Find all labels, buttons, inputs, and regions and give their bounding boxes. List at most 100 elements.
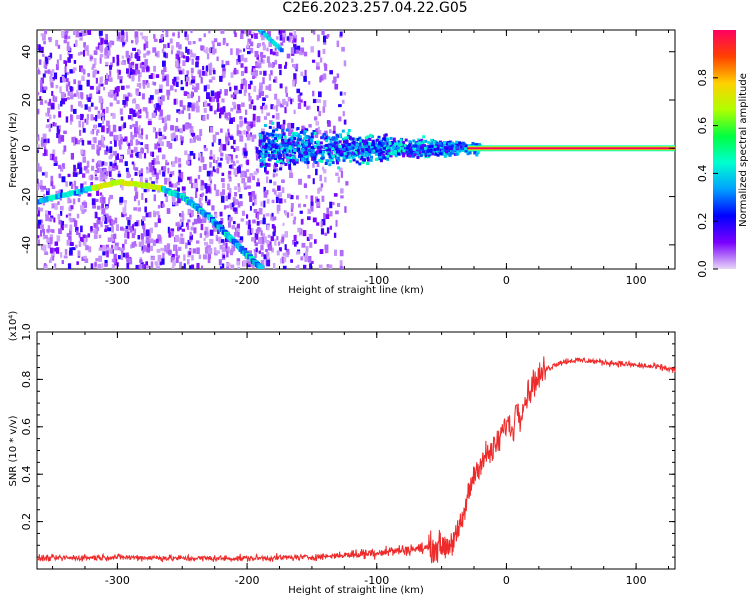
heatmap-cell	[331, 147, 334, 151]
heatmap-cell	[374, 158, 378, 161]
heatmap-cell	[339, 91, 343, 96]
heatmap-cell	[246, 125, 251, 132]
heatmap-cell	[237, 109, 242, 114]
heatmap-cell	[252, 75, 255, 79]
colorbar-gradient	[713, 30, 736, 269]
heatmap-cell	[286, 212, 290, 218]
heatmap-cell	[253, 195, 257, 201]
heatmap-cell	[271, 63, 274, 69]
heatmap-cell	[202, 45, 206, 52]
heatmap-cell	[300, 142, 304, 146]
heatmap-cell	[108, 155, 112, 160]
heatmap-cell	[238, 49, 242, 53]
heatmap-cell	[222, 189, 225, 195]
heatmap-cell	[168, 231, 172, 238]
heatmap-cell	[262, 164, 266, 168]
heatmap-cell	[301, 125, 305, 132]
heatmap-cell	[268, 141, 272, 145]
heatmap-cell	[377, 145, 381, 149]
heatmap-cell	[390, 143, 393, 147]
heatmap-cell	[165, 196, 169, 203]
heatmap-cell	[331, 161, 335, 165]
heatmap-cell	[136, 151, 141, 158]
heatmap-cell	[348, 155, 352, 159]
heatmap-cell	[135, 121, 138, 127]
heatmap-cell	[296, 127, 300, 130]
heatmap-cell	[79, 162, 82, 168]
heatmap-cell	[38, 47, 41, 52]
heatmap-cell	[237, 130, 242, 135]
heatmap-cell	[114, 134, 119, 141]
heatmap-cell	[235, 48, 240, 56]
heatmap-cell	[114, 245, 118, 251]
heatmap-cell	[206, 231, 209, 238]
heatmap-cell	[77, 80, 81, 87]
heatmap-cell	[223, 205, 227, 210]
heatmap-cell	[104, 40, 108, 45]
heatmap-cell	[178, 170, 182, 178]
heatmap-cell	[420, 138, 424, 142]
heatmap-cell	[109, 153, 113, 158]
heatmap-cell	[237, 231, 240, 238]
heatmap-cell	[159, 84, 163, 89]
heatmap-cell	[127, 142, 132, 146]
heatmap-cell	[250, 121, 254, 128]
heatmap-cell	[363, 158, 366, 162]
heatmap-cell	[282, 35, 286, 43]
heatmap-cell	[422, 150, 425, 154]
heatmap-cell	[335, 210, 339, 215]
heatmap-cell	[431, 152, 435, 156]
heatmap-cell	[65, 30, 69, 34]
heatmap-cell	[266, 151, 270, 155]
heatmap-cell	[288, 145, 292, 149]
heatmap-cell	[119, 155, 123, 160]
heatmap-cell	[449, 151, 453, 155]
heatmap-cell	[98, 123, 102, 128]
heatmap-cell	[428, 145, 432, 149]
heatmap-cell	[87, 73, 90, 77]
heatmap-cell	[281, 256, 285, 264]
heatmap-cell	[218, 138, 222, 146]
heatmap-cell	[156, 155, 160, 162]
heatmap-cell	[222, 144, 227, 151]
heatmap-cell	[386, 142, 390, 146]
heatmap-cell	[81, 68, 85, 73]
heatmap-cell	[375, 138, 379, 142]
heatmap-cell	[435, 141, 439, 145]
heatmap-cell	[101, 209, 106, 215]
heatmap-cell	[267, 31, 271, 38]
heatmap-cell	[278, 247, 282, 252]
heatmap-cell	[441, 149, 445, 153]
heatmap-cell	[285, 155, 289, 159]
heatmap-cell	[213, 38, 218, 43]
heatmap-cell	[116, 54, 120, 60]
x-tick-label: 0	[503, 574, 510, 587]
heatmap-cell	[113, 233, 117, 239]
heatmap-cell	[307, 208, 312, 214]
heatmap-cell	[189, 151, 194, 156]
heatmap-cell	[225, 134, 229, 142]
y-tick-label: 0	[20, 145, 33, 152]
heatmap-cell	[66, 239, 71, 246]
heatmap-cell	[358, 139, 362, 143]
heatmap-cell	[204, 100, 208, 107]
heatmap-cell	[117, 72, 120, 80]
heatmap-cell	[187, 123, 192, 129]
heatmap-cell	[207, 201, 211, 206]
heatmap-cell	[67, 197, 71, 204]
heatmap-cell	[37, 183, 40, 191]
heatmap-cell	[198, 197, 202, 203]
heatmap-cell	[141, 66, 146, 73]
heatmap-cell	[134, 222, 138, 227]
heatmap-cell	[104, 79, 108, 85]
heatmap-cell	[163, 52, 166, 58]
heatmap-cell	[320, 183, 324, 188]
heatmap-cell	[273, 189, 277, 195]
heatmap-cell	[213, 184, 217, 191]
heatmap-cell	[351, 146, 355, 150]
heatmap-cell	[239, 201, 243, 207]
heatmap-cell	[45, 112, 49, 117]
heatmap-cell	[362, 140, 366, 143]
heatmap-cell	[123, 212, 127, 217]
